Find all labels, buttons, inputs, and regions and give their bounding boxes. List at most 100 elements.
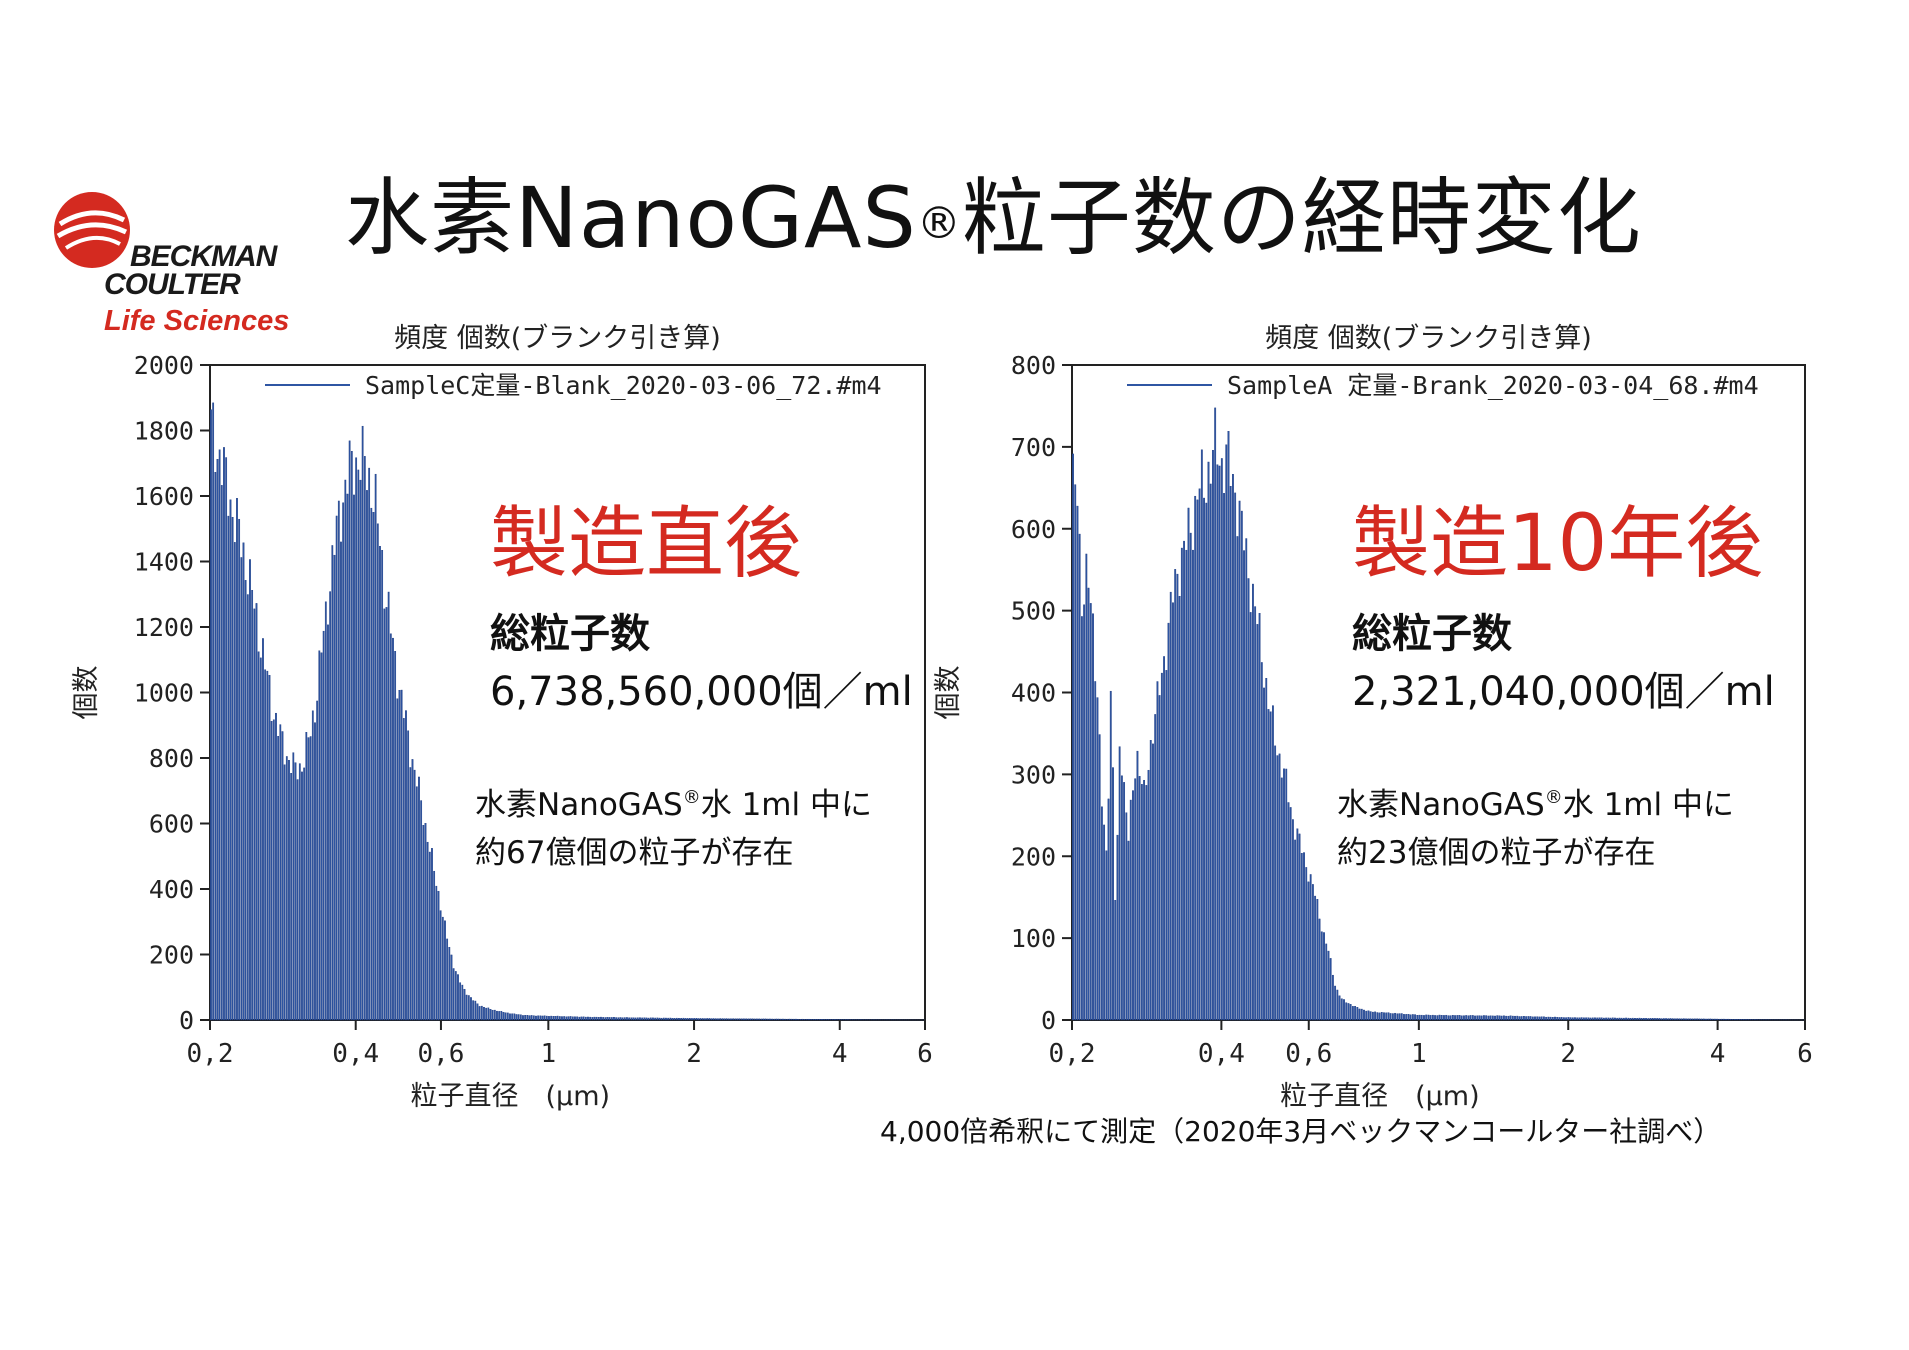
chart2-bar bbox=[1567, 1017, 1570, 1021]
chart1-bar bbox=[340, 541, 342, 1021]
chart1-bar bbox=[732, 1018, 735, 1021]
chart2-bar bbox=[1300, 853, 1303, 1021]
chart2-bar bbox=[1331, 974, 1334, 1021]
chart1-bar bbox=[305, 732, 308, 1021]
chart1-bar bbox=[450, 954, 453, 1021]
chart2-y-tick-label: 0 bbox=[1041, 1006, 1056, 1035]
chart1-bar bbox=[660, 1017, 663, 1021]
chart1-bar bbox=[550, 1015, 553, 1021]
chart2-bar bbox=[1431, 1014, 1434, 1021]
chart2-bar bbox=[1518, 1016, 1521, 1021]
chart2-y-tick-label: 200 bbox=[1011, 842, 1056, 871]
chart2-bar bbox=[1554, 1016, 1556, 1021]
chart1-bar bbox=[467, 995, 470, 1021]
chart1-bar bbox=[652, 1017, 654, 1021]
chart1-bar bbox=[814, 1019, 817, 1021]
chart1-bar bbox=[805, 1018, 808, 1021]
chart1-bar bbox=[333, 554, 336, 1021]
chart2-bar bbox=[1651, 1018, 1654, 1021]
chart2-bar bbox=[1272, 705, 1274, 1021]
chart1-bar bbox=[411, 759, 414, 1021]
chart1-bar bbox=[372, 512, 375, 1021]
chart2-bar bbox=[1600, 1017, 1603, 1021]
chart2-bar bbox=[1143, 779, 1145, 1021]
chart1-bar bbox=[279, 724, 282, 1021]
chart1-bar bbox=[578, 1016, 581, 1021]
chart1-bar bbox=[556, 1015, 559, 1021]
chart2-bar bbox=[1325, 943, 1328, 1021]
chart2-bar bbox=[1311, 884, 1314, 1021]
chart2-bar bbox=[1163, 656, 1165, 1021]
chart1-y-tick-label: 1400 bbox=[134, 548, 194, 577]
chart1-bar bbox=[790, 1018, 793, 1021]
chart1-bar bbox=[829, 1019, 832, 1021]
chart2-bar bbox=[1212, 449, 1214, 1021]
chart2-bar bbox=[1129, 799, 1132, 1021]
chart2-bar bbox=[1223, 493, 1225, 1021]
chart2-bar bbox=[1427, 1014, 1430, 1021]
chart1-bar bbox=[684, 1018, 687, 1021]
chart2-bar bbox=[1636, 1018, 1639, 1021]
chart2-bar bbox=[1523, 1016, 1525, 1021]
chart2-bar bbox=[1598, 1017, 1601, 1021]
chart2-bar bbox=[1165, 670, 1168, 1021]
chart1-bar bbox=[229, 499, 232, 1021]
chart2-bar bbox=[1318, 918, 1321, 1021]
chart1-bar bbox=[541, 1015, 544, 1021]
chart2-bar bbox=[1232, 474, 1234, 1021]
chart1-x-tick-label: 0,6 bbox=[417, 1039, 464, 1069]
chart1-bar bbox=[294, 762, 297, 1021]
chart2-bar bbox=[1298, 833, 1301, 1021]
chart2-annotation-note-line2: 約23億個の粒子が存在 bbox=[1337, 835, 1655, 871]
chart1-bar bbox=[710, 1018, 713, 1021]
chart1-bar bbox=[353, 494, 355, 1021]
chart1-bar bbox=[721, 1018, 724, 1021]
chart1-bar bbox=[842, 1019, 845, 1021]
chart1-bar bbox=[502, 1012, 505, 1021]
chart1-bar bbox=[610, 1017, 613, 1021]
chart1-bar bbox=[246, 594, 249, 1021]
chart2-bar bbox=[1080, 616, 1083, 1021]
chart2-bar bbox=[1436, 1015, 1439, 1021]
chart1-bar bbox=[418, 776, 420, 1021]
chart1-bar bbox=[816, 1019, 819, 1021]
chart2-bar bbox=[1249, 612, 1252, 1021]
chart1-bar bbox=[535, 1015, 537, 1021]
chart1-bar bbox=[528, 1015, 531, 1021]
chart2-title: 頻度 個数(ブランク引き算) bbox=[1265, 323, 1592, 354]
chart2-bar bbox=[1085, 553, 1088, 1021]
chart1-bar bbox=[799, 1018, 802, 1021]
chart2-bar bbox=[1340, 998, 1343, 1021]
chart2-bar bbox=[1254, 606, 1257, 1021]
chart1-bar bbox=[756, 1018, 758, 1021]
chart1-bar bbox=[667, 1017, 670, 1021]
chart1-bar bbox=[227, 515, 230, 1021]
chart2-bar bbox=[1103, 824, 1106, 1021]
chart1-bar bbox=[701, 1018, 704, 1021]
chart2-bar bbox=[1145, 785, 1148, 1021]
chart2-bar bbox=[1398, 1013, 1401, 1021]
chart2-bar bbox=[1529, 1016, 1532, 1021]
chart2-bar bbox=[1207, 461, 1210, 1021]
chart2-x-tick-label: 2 bbox=[1560, 1039, 1576, 1069]
chart1-bar bbox=[656, 1017, 659, 1021]
chart1-bar bbox=[734, 1018, 737, 1021]
chart2-bar bbox=[1183, 540, 1185, 1021]
logo-text-line2: COULTER bbox=[104, 268, 241, 301]
chart1-bar bbox=[749, 1018, 752, 1021]
chart2-bar bbox=[1178, 596, 1181, 1021]
chart2-bar bbox=[1096, 697, 1099, 1021]
chart2-bar bbox=[1698, 1018, 1701, 1021]
chart2-bar bbox=[1602, 1017, 1605, 1021]
chart2-bar bbox=[1440, 1015, 1443, 1021]
chart1-bar bbox=[563, 1016, 566, 1021]
chart1-bar bbox=[587, 1016, 589, 1021]
chart2-bar bbox=[1172, 602, 1174, 1021]
chart2-bar bbox=[1454, 1015, 1456, 1021]
chart2-bar bbox=[1669, 1018, 1672, 1021]
chart1-bar bbox=[665, 1017, 667, 1021]
chart2-bar bbox=[1240, 510, 1243, 1021]
chart1-bar bbox=[311, 710, 314, 1021]
chart2-bar bbox=[1718, 1018, 1721, 1021]
chart1-bar bbox=[795, 1018, 797, 1021]
